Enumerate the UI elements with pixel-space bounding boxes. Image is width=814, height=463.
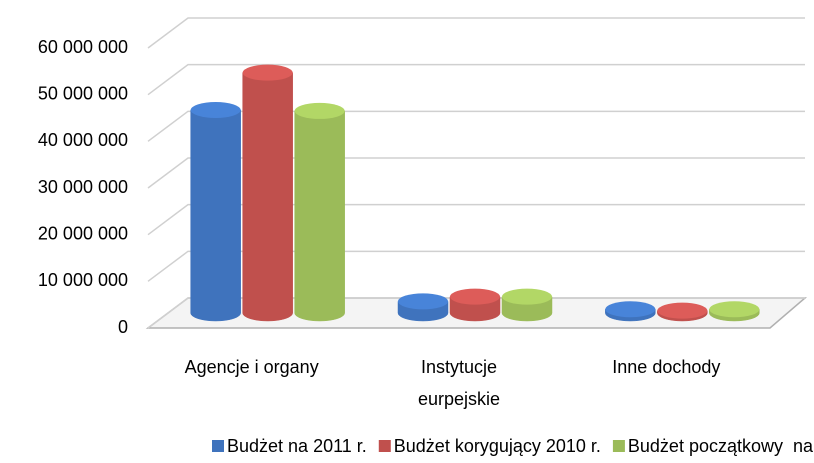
- bar-cap: [657, 302, 708, 319]
- bar: [294, 110, 345, 322]
- bar-cap: [190, 102, 241, 118]
- grid-line: [147, 157, 805, 189]
- x-tick-label: Agencje i organy: [185, 357, 319, 377]
- bar-cap: [605, 301, 656, 318]
- x-tick-label: Inne dochody: [612, 357, 720, 377]
- x-tick-label: Instytucje eurpejskie: [418, 357, 500, 409]
- bar: [190, 109, 241, 322]
- y-tick-label: 0: [118, 317, 128, 337]
- y-tick-label: 60 000 000: [38, 37, 128, 57]
- grid-line: [147, 17, 805, 49]
- bar-cap: [709, 301, 760, 318]
- legend-label: Budżet korygujący 2010 r.: [394, 436, 601, 456]
- bar-cap: [242, 64, 293, 81]
- legend-swatch: [612, 440, 625, 452]
- grid-line: [147, 203, 805, 236]
- y-tick-label: 40 000 000: [38, 130, 128, 150]
- y-tick-label: 30 000 000: [38, 177, 128, 197]
- legend-swatch: [378, 440, 391, 452]
- y-tick-label: 10 000 000: [38, 270, 128, 290]
- bar-cap: [398, 293, 448, 310]
- bar-cap: [450, 288, 500, 305]
- legend-label: Budżet na 2011 r.: [227, 436, 367, 456]
- grid-line: [147, 297, 805, 329]
- bar-cap: [294, 102, 345, 119]
- grid-line: [147, 110, 805, 142]
- grid-line: [147, 63, 805, 96]
- legend-label: Budżet początkowy na 2010 r.: [628, 436, 814, 456]
- bar-cap: [502, 288, 552, 305]
- y-tick-label: 50 000 000: [38, 83, 128, 103]
- bar: [242, 72, 293, 322]
- legend-swatch: [212, 440, 224, 452]
- grid-line: [147, 250, 805, 282]
- y-tick-label: 20 000 000: [38, 223, 128, 243]
